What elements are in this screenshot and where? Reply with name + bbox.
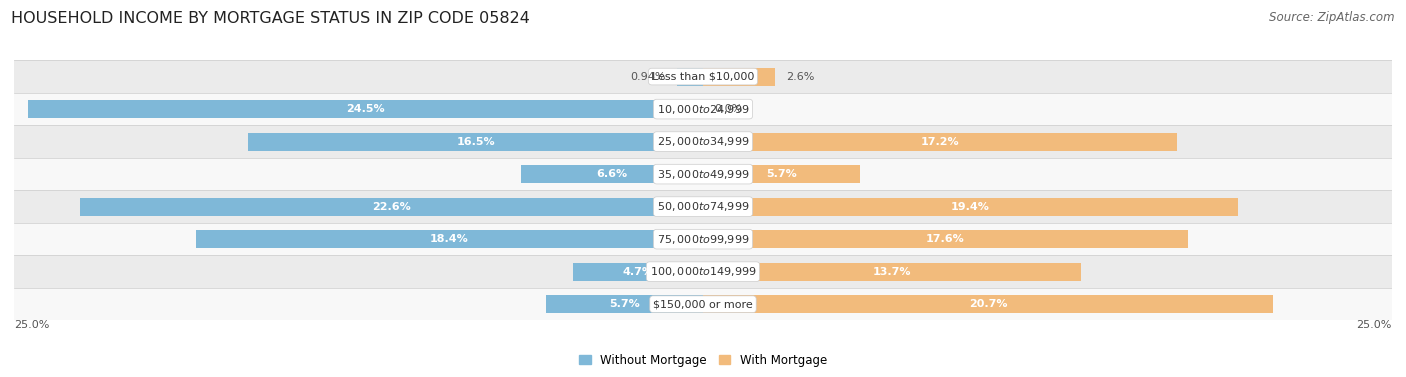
Text: 17.2%: 17.2% xyxy=(921,136,959,147)
Bar xyxy=(80,198,703,216)
Bar xyxy=(14,190,1392,223)
Text: $25,000 to $34,999: $25,000 to $34,999 xyxy=(657,135,749,148)
Bar xyxy=(28,100,703,118)
Text: 24.5%: 24.5% xyxy=(346,104,385,114)
Bar xyxy=(522,165,703,183)
Text: 19.4%: 19.4% xyxy=(950,202,990,211)
Text: 17.6%: 17.6% xyxy=(927,234,965,244)
Text: $10,000 to $24,999: $10,000 to $24,999 xyxy=(657,103,749,116)
Text: 20.7%: 20.7% xyxy=(969,299,1008,309)
Bar xyxy=(14,93,1392,125)
Text: 5.7%: 5.7% xyxy=(609,299,640,309)
Text: Less than $10,000: Less than $10,000 xyxy=(652,72,754,81)
Text: 25.0%: 25.0% xyxy=(14,320,49,331)
Text: $35,000 to $49,999: $35,000 to $49,999 xyxy=(657,168,749,181)
Text: $100,000 to $149,999: $100,000 to $149,999 xyxy=(650,265,756,278)
Text: 16.5%: 16.5% xyxy=(457,136,495,147)
Text: $50,000 to $74,999: $50,000 to $74,999 xyxy=(657,200,749,213)
Text: Source: ZipAtlas.com: Source: ZipAtlas.com xyxy=(1270,11,1395,24)
Bar xyxy=(195,230,703,248)
Bar xyxy=(14,288,1392,320)
Text: 4.7%: 4.7% xyxy=(623,267,654,277)
Bar xyxy=(703,165,860,183)
Bar xyxy=(703,295,1274,313)
Text: $150,000 or more: $150,000 or more xyxy=(654,299,752,309)
Text: 2.6%: 2.6% xyxy=(786,72,814,81)
Bar xyxy=(703,230,1188,248)
Text: 13.7%: 13.7% xyxy=(873,267,911,277)
Bar xyxy=(14,158,1392,190)
Text: HOUSEHOLD INCOME BY MORTGAGE STATUS IN ZIP CODE 05824: HOUSEHOLD INCOME BY MORTGAGE STATUS IN Z… xyxy=(11,11,530,26)
Text: 5.7%: 5.7% xyxy=(766,169,797,179)
Bar xyxy=(14,256,1392,288)
Text: 0.0%: 0.0% xyxy=(714,104,742,114)
Text: $75,000 to $99,999: $75,000 to $99,999 xyxy=(657,233,749,246)
Legend: Without Mortgage, With Mortgage: Without Mortgage, With Mortgage xyxy=(574,349,832,372)
Bar xyxy=(703,133,1177,150)
Bar xyxy=(546,295,703,313)
Bar xyxy=(14,60,1392,93)
Bar xyxy=(703,67,775,86)
Bar xyxy=(703,198,1237,216)
Bar xyxy=(574,263,703,280)
Text: 6.6%: 6.6% xyxy=(596,169,627,179)
Bar xyxy=(14,223,1392,256)
Bar xyxy=(249,133,703,150)
Bar xyxy=(678,67,703,86)
Text: 18.4%: 18.4% xyxy=(430,234,468,244)
Text: 22.6%: 22.6% xyxy=(373,202,411,211)
Text: 25.0%: 25.0% xyxy=(1357,320,1392,331)
Text: 0.94%: 0.94% xyxy=(630,72,666,81)
Bar xyxy=(703,263,1081,280)
Bar xyxy=(14,125,1392,158)
